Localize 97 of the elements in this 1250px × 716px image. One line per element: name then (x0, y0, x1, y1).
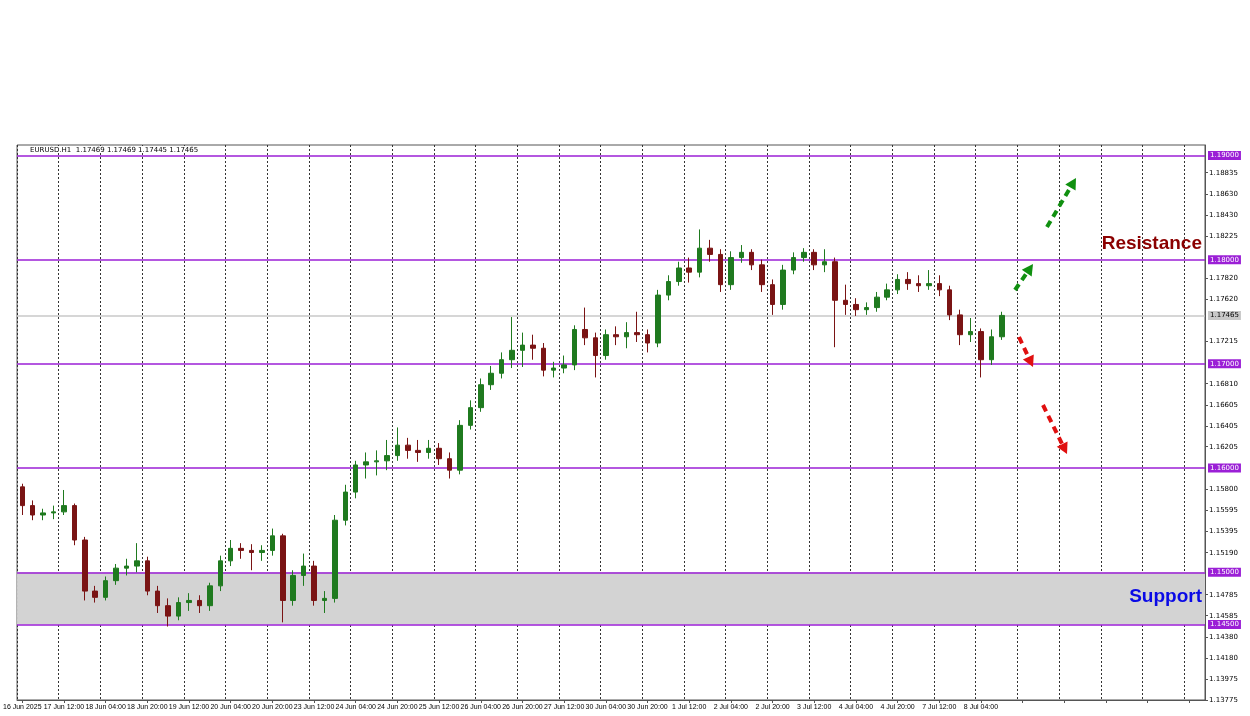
candlestick (499, 351, 504, 379)
candlestick (124, 558, 129, 576)
candlestick (666, 274, 671, 301)
candlestick (207, 582, 213, 612)
candlestick (707, 239, 713, 263)
candlestick (770, 278, 775, 316)
candlestick (332, 514, 338, 604)
candlestick (801, 247, 807, 263)
candlestick (697, 228, 702, 278)
candlestick (40, 508, 46, 521)
candlestick (728, 250, 734, 291)
candlestick (895, 273, 900, 295)
candlestick (926, 269, 932, 291)
candlestick (905, 271, 911, 291)
candlestick (165, 597, 171, 628)
candlestick (436, 442, 442, 466)
candlestick (509, 316, 515, 369)
candlestick (572, 324, 577, 371)
candlestick (363, 451, 369, 480)
candlestick (395, 426, 400, 462)
candlestick (791, 251, 796, 275)
candlestick (676, 261, 682, 287)
candlestick (228, 539, 233, 567)
candlestick (113, 563, 119, 586)
candlestick (176, 596, 181, 621)
candlestick (280, 533, 286, 623)
candlestick (103, 575, 108, 601)
candlestick (947, 285, 952, 321)
candlestick (593, 332, 598, 378)
candlestick (624, 321, 629, 349)
candlestick (530, 334, 536, 361)
candlestick (718, 248, 723, 293)
candlestick (978, 327, 984, 378)
candlestick (51, 505, 56, 520)
candlestick (488, 365, 494, 391)
candlestick (759, 259, 765, 293)
candlestick (551, 361, 556, 378)
candlestick (686, 257, 692, 284)
annotation: Support (1129, 584, 1203, 606)
candlestick (655, 289, 661, 348)
candlestick (61, 489, 67, 516)
candlestick (353, 460, 358, 499)
candlestick (92, 585, 98, 604)
candlestick (541, 342, 546, 377)
candlestick (134, 542, 140, 573)
candlestick (301, 553, 306, 587)
candlestick (343, 484, 348, 526)
candlestick (853, 297, 859, 317)
candlestick (197, 594, 202, 614)
candlestick (884, 283, 890, 301)
candlestick (468, 399, 473, 431)
candlestick (937, 274, 942, 297)
candlestick (749, 248, 754, 271)
candlestick (249, 543, 254, 571)
candlestick (613, 325, 619, 346)
candlestick (374, 449, 379, 476)
candlestick (843, 284, 848, 316)
candlestick (520, 332, 525, 368)
candlestick (999, 311, 1005, 341)
candlestick (72, 503, 77, 546)
candlestick (30, 499, 35, 521)
candlestick (864, 301, 869, 316)
candlestick (478, 377, 484, 413)
candlestick (290, 569, 296, 607)
candlestick (447, 451, 452, 480)
candlestick (20, 483, 25, 516)
annotation: Resistance (1101, 231, 1203, 253)
candlestick (780, 264, 786, 311)
candlestick (874, 291, 880, 313)
candlestick (634, 311, 640, 343)
candlestick (916, 274, 921, 293)
candlestick (822, 248, 827, 273)
candlestick (957, 309, 963, 346)
candlestick (426, 439, 431, 460)
candlestick (270, 528, 275, 557)
candlestick (155, 585, 160, 614)
candlestick (645, 328, 650, 353)
candlestick (218, 555, 223, 592)
candlestick (603, 328, 609, 361)
candlestick (968, 317, 973, 343)
candlestick (989, 328, 994, 366)
candlestick (186, 592, 192, 612)
candlestick (415, 439, 421, 463)
candlestick (238, 542, 244, 560)
candlestick (739, 244, 744, 264)
candlestick (832, 257, 838, 348)
candlestick (457, 419, 463, 475)
candlestick (259, 544, 265, 562)
candlestick (322, 590, 327, 614)
candlestick (311, 560, 317, 607)
candlestick (82, 536, 88, 601)
candlestick (405, 437, 411, 460)
candlestick (145, 556, 150, 596)
candlestick (811, 248, 817, 271)
candlestick (384, 439, 390, 471)
candlestick (582, 307, 588, 346)
candlestick (561, 355, 567, 374)
